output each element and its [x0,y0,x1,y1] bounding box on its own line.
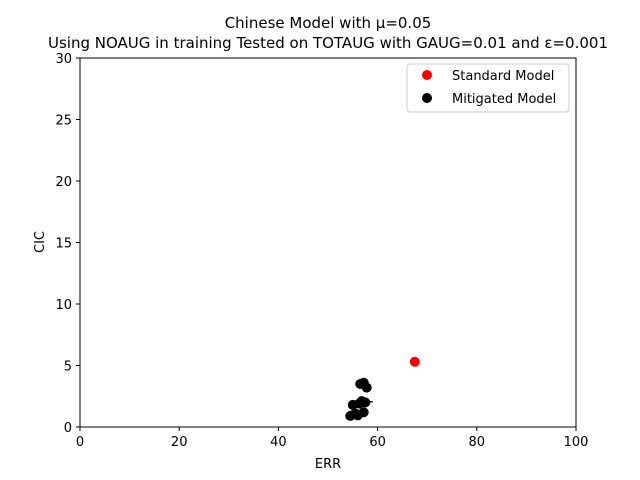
legend-marker-standard [422,70,432,80]
chart-title: Chinese Model with μ=0.05 [225,14,432,32]
standard-model-point [409,356,420,367]
y-tick-label: 25 [55,114,72,129]
chart-subtitle: Using NOAUG in training Tested on TOTAUG… [48,34,608,52]
legend-marker-mitigated [422,93,432,103]
plot-frame [79,57,577,428]
y-tick-label: 0 [64,421,72,436]
x-tick-label: 0 [76,435,84,450]
mitigated-model-point [361,382,372,393]
y-tick-label: 5 [64,360,72,375]
data-points [345,356,420,421]
mitigated-model-point [358,407,369,418]
legend-box [406,63,570,113]
legend-label-standard: Standard Model [452,69,554,84]
y-tick-label: 30 [55,52,72,67]
y-axis-label: CIC [33,231,48,253]
x-tick-label: 80 [469,435,486,450]
legend: Standard Model Mitigated Model [406,63,570,113]
x-tick-label: 20 [171,435,188,450]
legend-label-mitigated: Mitigated Model [452,92,556,107]
x-tick-label: 60 [369,435,386,450]
x-tick-label: 100 [564,435,589,450]
x-axis-label: ERR [315,457,341,472]
y-tick-label: 15 [55,237,72,252]
y-tick-label: 20 [55,175,72,190]
x-tick-label: 40 [270,435,287,450]
y-axis-ticks: 0 5 10 15 20 25 30 [55,52,80,436]
mitigated-model-point [360,397,371,408]
plot-area [80,58,576,427]
x-axis-ticks: 0 20 40 60 80 100 [76,427,589,450]
y-tick-label: 10 [55,298,72,313]
